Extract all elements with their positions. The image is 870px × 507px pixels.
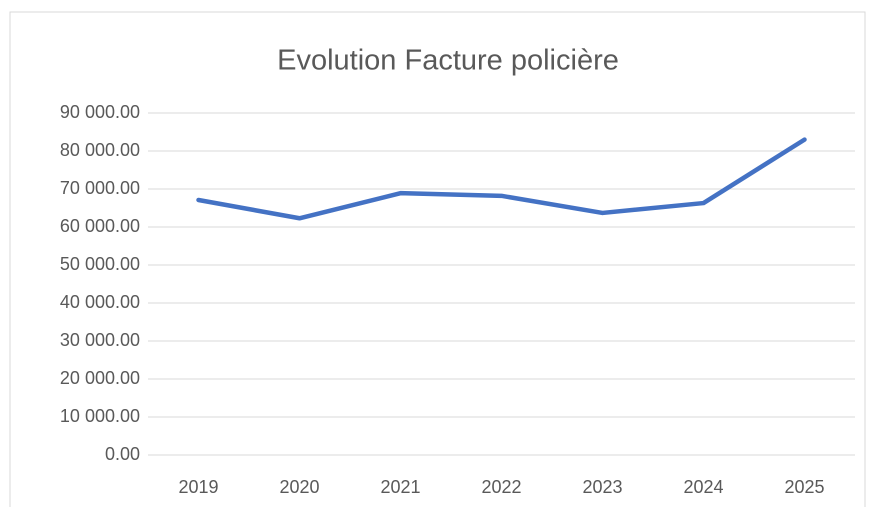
- y-tick-label: 0.00: [105, 444, 140, 464]
- y-tick-label: 50 000.00: [60, 254, 140, 274]
- x-tick-label: 2025: [784, 477, 824, 497]
- y-tick-label: 70 000.00: [60, 178, 140, 198]
- y-tick-label: 90 000.00: [60, 102, 140, 122]
- y-tick-label: 40 000.00: [60, 292, 140, 312]
- x-tick-label: 2023: [582, 477, 622, 497]
- chart-border: [9, 11, 866, 507]
- x-tick-label: 2024: [683, 477, 723, 497]
- x-tick-label: 2019: [178, 477, 218, 497]
- y-tick-label: 60 000.00: [60, 216, 140, 236]
- x-tick-label: 2021: [380, 477, 420, 497]
- line-series: [196, 137, 807, 221]
- x-tick-label: 2020: [279, 477, 319, 497]
- y-tick-label: 30 000.00: [60, 330, 140, 350]
- chart-title: Evolution Facture policière: [277, 45, 619, 77]
- y-tick-label: 10 000.00: [60, 406, 140, 426]
- x-tick-label: 2022: [481, 477, 521, 497]
- y-tick-label: 20 000.00: [60, 368, 140, 388]
- y-tick-label: 80 000.00: [60, 140, 140, 160]
